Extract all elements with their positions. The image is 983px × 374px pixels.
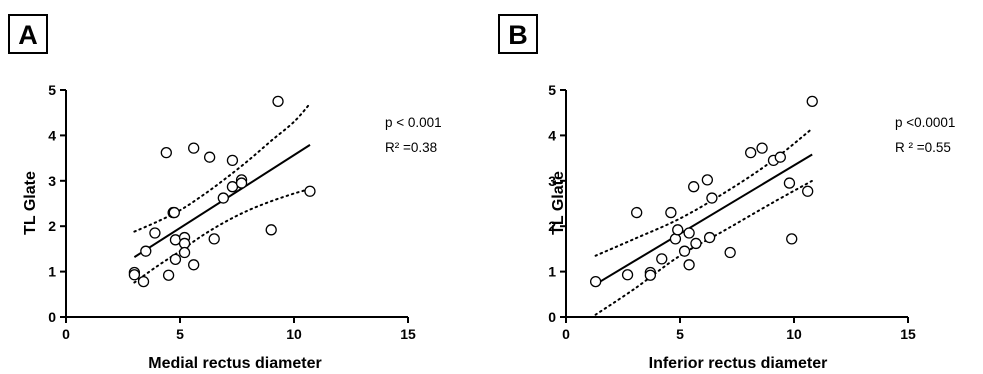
panel-a-data-point — [203, 151, 216, 163]
panel-b-data-point — [802, 185, 814, 197]
panel-a-y-tick-label: 0 — [48, 309, 56, 325]
panel-b-x-tick-label: 15 — [900, 326, 916, 342]
panel-b-y-tick-label: 0 — [548, 309, 556, 325]
panel-b-data-point — [745, 147, 757, 159]
panel-a-ci-lower — [133, 188, 311, 284]
panel-b-data-point — [703, 231, 716, 244]
panel-a-y-axis-title: TL Glate — [22, 171, 39, 235]
panel-b-x-tick-label: 5 — [676, 326, 684, 342]
panel-b-data-point — [756, 142, 768, 154]
panel-b-data-point — [701, 174, 714, 186]
panel-a-data-point — [149, 227, 161, 239]
panel-b-r-squared: R ² =0.55 — [895, 140, 951, 155]
panel-a-data-point — [188, 259, 200, 271]
panel-b-data-point — [724, 246, 736, 259]
panel-a-x-tick-label: 5 — [176, 326, 184, 342]
panel-a-y-tick-label: 3 — [48, 173, 56, 189]
panel-b-data-point — [690, 237, 702, 250]
panel-b-y-tick-label: 1 — [548, 264, 556, 280]
panel-b-label-box — [498, 14, 538, 54]
panel-a-data-point — [168, 206, 180, 219]
panel-a-x-tick-label: 10 — [286, 326, 302, 342]
panel-a-data-point — [217, 192, 229, 204]
panel-b-data-point — [774, 151, 786, 163]
panel-b-x-tick-label: 10 — [786, 326, 802, 342]
panel-a-data-point — [188, 142, 200, 154]
panel-b-x-tick-label: 0 — [562, 326, 570, 342]
panel-b-data-point — [631, 206, 643, 219]
panel-b-data-point — [683, 259, 695, 271]
panel-a-ci-upper — [133, 102, 311, 233]
panel-b-y-tick-label: 4 — [548, 127, 556, 143]
panel-b-plot: 0 1 2 3 4 5 0 5 10 15 — [548, 82, 916, 342]
panel-b-y-tick-label: 3 — [548, 173, 556, 189]
panel-a-y-tick-label: 4 — [48, 127, 56, 143]
panel-a-data-point — [169, 253, 182, 265]
panel-a-label: A — [18, 20, 38, 50]
panel-a-data-point — [235, 177, 248, 189]
panel-b-data-point — [669, 233, 682, 245]
panel-b-p-value: p <0.0001 — [895, 115, 955, 130]
panel-a: A p < 0.001 R² =0.38 Medial rectus diame… — [8, 14, 442, 372]
panel-b-data-point — [621, 269, 634, 281]
panel-b-data-point — [706, 192, 718, 204]
panel-a-data-point — [160, 147, 172, 159]
panel-b-data-point — [644, 269, 657, 281]
panel-b-data-point — [656, 253, 668, 265]
panel-a-label-box — [8, 14, 48, 54]
panel-b-data-point — [665, 206, 677, 219]
panel-a-p-value: p < 0.001 — [385, 115, 442, 130]
panel-b: B p <0.0001 R ² =0.55 Inferior rectus di… — [498, 14, 955, 372]
panel-b-x-axis-title: Inferior rectus diameter — [649, 355, 828, 372]
panel-b-ci-lower — [594, 179, 814, 316]
panel-b-data-point — [806, 95, 818, 107]
panel-a-r-squared: R² =0.38 — [385, 140, 437, 155]
panel-a-x-tick-label: 0 — [62, 326, 70, 342]
panel-a-data-point — [265, 224, 277, 236]
panel-b-data-point — [672, 224, 684, 236]
panel-b-y-axis-title: TL Glate — [550, 171, 567, 235]
panel-b-data-point — [783, 177, 796, 189]
panel-b-data-point — [589, 275, 602, 288]
panel-b-y-tick-label: 5 — [548, 82, 556, 98]
panel-b-label: B — [508, 20, 528, 50]
panel-b-ci-upper — [594, 127, 814, 257]
panel-a-data-point — [128, 269, 141, 281]
panel-a-data-point — [272, 95, 284, 107]
panel-a-x-axis-title: Medial rectus diameter — [148, 355, 321, 372]
panel-b-data-point — [786, 233, 798, 245]
panel-a-data-point — [304, 185, 316, 197]
panel-a-plot: 0 1 2 3 4 5 0 5 10 15 — [48, 82, 416, 342]
panel-a-data-point — [226, 154, 239, 167]
panel-a-data-point — [208, 233, 220, 245]
panel-b-regression-line — [595, 153, 813, 286]
panel-a-data-point — [140, 245, 152, 257]
panel-a-y-tick-label: 1 — [48, 264, 56, 280]
panel-a-data-point — [137, 275, 150, 288]
panel-a-data-point — [162, 269, 175, 281]
panel-b-data-point — [678, 245, 691, 257]
panel-a-x-tick-label: 15 — [400, 326, 416, 342]
panel-b-data-point — [688, 181, 700, 193]
panel-a-y-tick-label: 5 — [48, 82, 56, 98]
panel-b-data-point — [683, 227, 695, 239]
panel-b-y-tick-label: 2 — [548, 218, 556, 234]
panel-a-y-tick-label: 2 — [48, 218, 56, 234]
panel-a-data-point — [178, 246, 191, 259]
